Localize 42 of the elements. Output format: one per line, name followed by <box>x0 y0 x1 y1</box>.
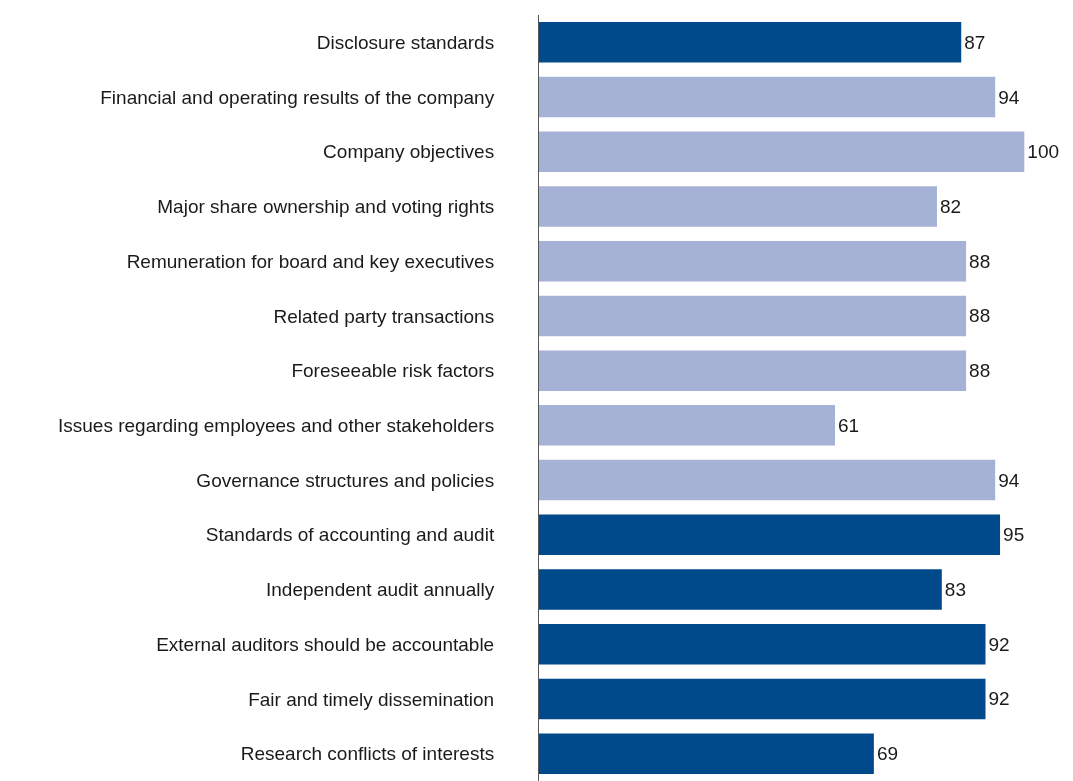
bar <box>539 131 1025 173</box>
data-label: 94 <box>998 469 1020 491</box>
data-label: 82 <box>939 196 962 217</box>
y-tick-label: Issues regarding employees and other stakeholders <box>58 415 495 437</box>
data-label: 88 <box>969 305 991 327</box>
y-tick-label: External auditors should be accountable <box>156 633 495 655</box>
data-label: 83 <box>944 579 966 600</box>
data-label: 87 <box>964 31 986 53</box>
bar <box>539 678 986 720</box>
bar <box>539 186 937 227</box>
data-label: 88 <box>969 360 991 382</box>
y-tick-label: Standards of accounting and audit <box>205 524 495 546</box>
y-tick-label: Independent audit annually <box>266 579 495 601</box>
bar <box>539 459 996 501</box>
bar <box>539 623 986 665</box>
y-tick-label: Governance structures and policies <box>196 469 495 491</box>
bar <box>539 405 836 446</box>
bar <box>539 350 967 391</box>
y-tick-label: Remuneration for board and key executives <box>126 250 495 272</box>
y-tick-label: Financial and operating results of the company <box>100 86 495 108</box>
y-tick-label: Research conflicts of interests <box>240 743 495 765</box>
y-tick-label: Foreseeable risk factors <box>291 360 495 382</box>
data-label: 94 <box>998 86 1020 108</box>
data-label: 100 <box>1027 141 1060 163</box>
y-tick-label: Major share ownership and voting rights <box>157 196 495 218</box>
data-label: 69 <box>876 743 899 765</box>
y-tick-label: Company objectives <box>323 141 495 163</box>
bar <box>539 22 962 63</box>
y-tick-label: Related party transactions <box>273 305 495 327</box>
bar <box>539 514 1001 556</box>
bar <box>539 240 967 282</box>
bar <box>539 569 942 610</box>
y-tick-label: Disclosure standards <box>316 32 495 54</box>
data-label: 92 <box>988 688 1010 710</box>
bar <box>539 733 874 774</box>
bar <box>539 76 996 118</box>
data-label: 61 <box>838 414 860 436</box>
data-label: 92 <box>988 633 1010 655</box>
data-label: 95 <box>1003 524 1025 546</box>
data-label: 88 <box>969 250 991 272</box>
y-tick-label: Fair and timely dissemination <box>248 688 495 710</box>
bar <box>539 295 967 337</box>
